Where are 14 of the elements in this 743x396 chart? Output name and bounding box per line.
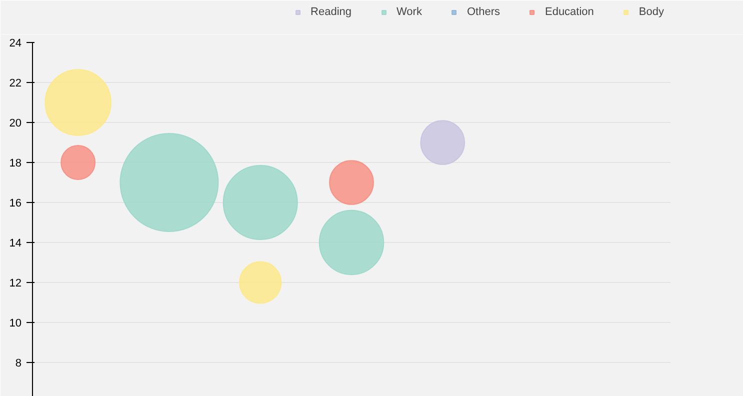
y-tick-label: 16 xyxy=(9,198,22,210)
y-tick-label: 8 xyxy=(15,358,22,370)
y-tick-label: 22 xyxy=(9,78,22,90)
y-tick-label: 24 xyxy=(9,38,22,50)
legend-label: Education xyxy=(544,6,594,18)
y-tick-label: 10 xyxy=(9,318,22,330)
y-tick-label: 12 xyxy=(9,278,22,290)
legend-label: Others xyxy=(466,6,500,18)
legend-label: Body xyxy=(638,6,664,18)
legend-label: Reading xyxy=(310,6,352,18)
y-tick-label: 14 xyxy=(9,238,22,250)
legend-label: Work xyxy=(396,6,422,18)
y-tick-label: 18 xyxy=(9,158,22,170)
y-tick-label: 20 xyxy=(9,118,22,130)
